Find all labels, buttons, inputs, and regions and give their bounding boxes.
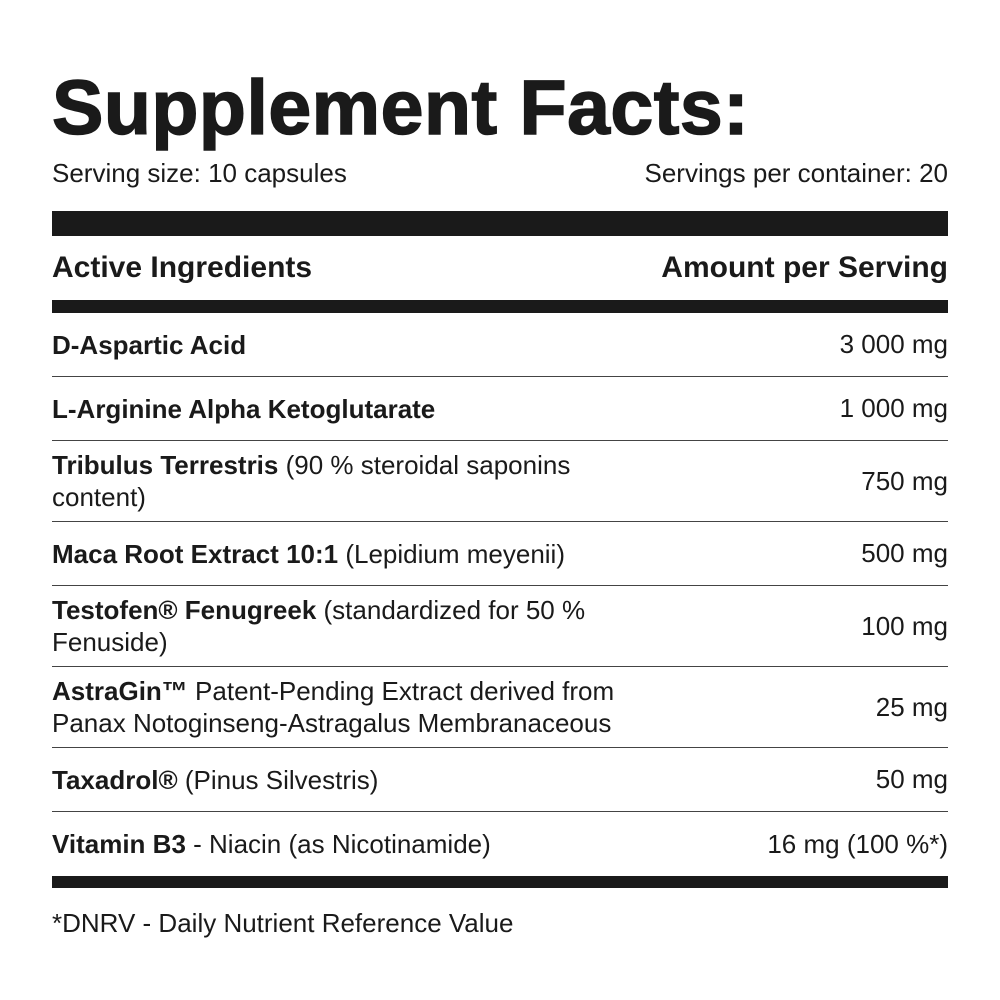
divider	[52, 300, 948, 313]
ingredient-row: Maca Root Extract 10:1 (Lepidium meyenii…	[52, 522, 948, 586]
serving-size: Serving size: 10 capsules	[52, 158, 347, 188]
ingredient-detail: - Niacin (as Nicotinamide)	[193, 829, 491, 859]
ingredient-amount: 16 mg (100 %*)	[767, 828, 948, 859]
table-header: Active Ingredients Amount per Serving	[52, 236, 948, 300]
ingredient: AstraGin™ Patent-Pending Extract derived…	[52, 667, 652, 747]
ingredient-row: D-Aspartic Acid 3 000 mg	[52, 313, 948, 377]
ingredient-detail: (standardized for 50 % Fenuside)	[52, 595, 586, 657]
ingredient-amount: 25 mg	[875, 691, 948, 722]
table-body: D-Aspartic Acid 3 000 mg L-Arginine Alpha …	[52, 313, 948, 876]
ingredient-name: AstraGin™	[52, 676, 188, 706]
divider	[52, 211, 948, 236]
ingredient-name: L-Arginine Alpha Ketoglutarate	[52, 393, 436, 424]
ingredient-row: Testofen® Fenugreek (standardized for 50…	[52, 586, 948, 667]
ingredient-amount: 750 mg	[861, 465, 948, 496]
ingredient-row: Taxadrol® (Pinus Silvestris) 50 mg	[52, 748, 948, 812]
ingredient: L-Arginine Alpha Ketoglutarate	[52, 385, 435, 433]
ingredient-name: D-Aspartic Acid	[52, 329, 247, 360]
ingredient-row: L-Arginine Alpha Ketoglutarate 1 000 mg	[52, 377, 948, 441]
ingredient: Vitamin B3 - Niacin (as Nicotinamide)	[52, 820, 491, 868]
serving-info: Serving size: 10 capsules Servings per c…	[52, 156, 948, 190]
footnote: *DNRV - Daily Nutrient Reference Value	[52, 908, 514, 938]
ingredient-amount: 100 mg	[861, 610, 948, 641]
ingredient-detail: Patent-Pending Extract derived from Pana…	[52, 676, 615, 738]
ingredient-name: Taxadrol®	[52, 764, 178, 795]
ingredient-amount: 500 mg	[861, 538, 948, 568]
title: Supplement Facts:	[51, 65, 750, 151]
ingredient-detail: (90 % steroidal saponins content)	[52, 450, 571, 512]
ingredient-detail: (Lepidium meyenii)	[345, 538, 565, 569]
ingredient-amount: 50 mg	[875, 764, 948, 794]
column-header: Active Ingredients	[52, 251, 313, 284]
ingredient-detail: (Pinus Silvestris)	[184, 764, 379, 795]
ingredient-name: Tribulus Terrestris	[52, 450, 279, 480]
ingredient-row: Vitamin B3 - Niacin (as Nicotinamide) 16 …	[52, 812, 948, 876]
ingredient: Testofen® Fenugreek (standardized for 50…	[52, 586, 652, 666]
ingredient-amount: 1 000 mg	[839, 393, 948, 423]
ingredient-name: Testofen® Fenugreek	[52, 595, 317, 625]
ingredient-name: Vitamin B3	[52, 829, 186, 859]
ingredient-row: AstraGin™ Patent-Pending Extract derived…	[52, 667, 948, 748]
ingredient-row: Tribulus Terrestris (90 % steroidal sapo…	[52, 441, 948, 522]
supplement-label: Supplement Facts: Serving size: 10 capsu…	[51, 65, 948, 939]
column-header: Amount per Serving	[661, 251, 948, 284]
ingredient: D-Aspartic Acid	[52, 321, 246, 369]
servings-per-container: Servings per container: 20	[644, 158, 948, 188]
ingredient: Taxadrol® (Pinus Silvestris)	[52, 756, 378, 804]
ingredient: Maca Root Extract 10:1 (Lepidium meyenii…	[52, 530, 565, 578]
ingredient: Tribulus Terrestris (90 % steroidal sapo…	[52, 441, 652, 521]
divider	[52, 876, 948, 888]
ingredient-name: Maca Root Extract 10:1	[52, 538, 339, 569]
ingredient-amount: 3 000 mg	[839, 329, 948, 359]
